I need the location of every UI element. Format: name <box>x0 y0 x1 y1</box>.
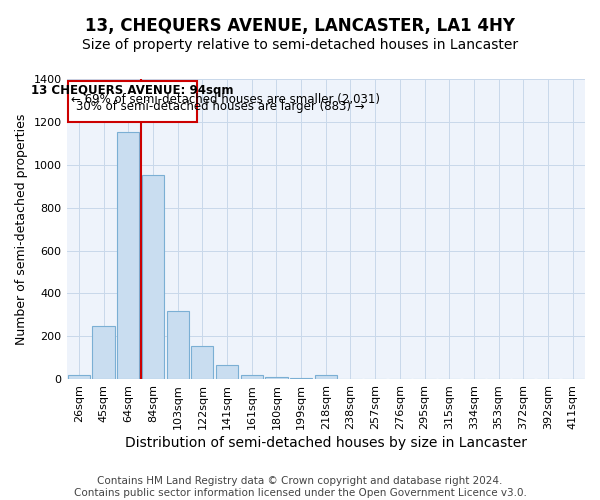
Bar <box>167 310 189 379</box>
Y-axis label: Number of semi-detached properties: Number of semi-detached properties <box>15 114 28 345</box>
Text: 13 CHEQUERS AVENUE: 94sqm: 13 CHEQUERS AVENUE: 94sqm <box>31 84 234 98</box>
X-axis label: Distribution of semi-detached houses by size in Lancaster: Distribution of semi-detached houses by … <box>125 436 527 450</box>
Text: ← 69% of semi-detached houses are smaller (2,031): ← 69% of semi-detached houses are smalle… <box>71 93 380 106</box>
Bar <box>314 376 337 379</box>
Bar <box>68 376 90 379</box>
Bar <box>290 378 312 379</box>
Bar <box>216 366 238 379</box>
FancyBboxPatch shape <box>68 81 197 122</box>
Text: 30% of semi-detached houses are larger (883) →: 30% of semi-detached houses are larger (… <box>76 100 365 114</box>
Text: Size of property relative to semi-detached houses in Lancaster: Size of property relative to semi-detach… <box>82 38 518 52</box>
Bar <box>191 346 214 379</box>
Bar <box>142 176 164 379</box>
Bar <box>92 326 115 379</box>
Bar <box>241 376 263 379</box>
Text: 13, CHEQUERS AVENUE, LANCASTER, LA1 4HY: 13, CHEQUERS AVENUE, LANCASTER, LA1 4HY <box>85 18 515 36</box>
Text: Contains HM Land Registry data © Crown copyright and database right 2024.
Contai: Contains HM Land Registry data © Crown c… <box>74 476 526 498</box>
Bar <box>265 378 287 379</box>
Bar <box>117 132 139 379</box>
